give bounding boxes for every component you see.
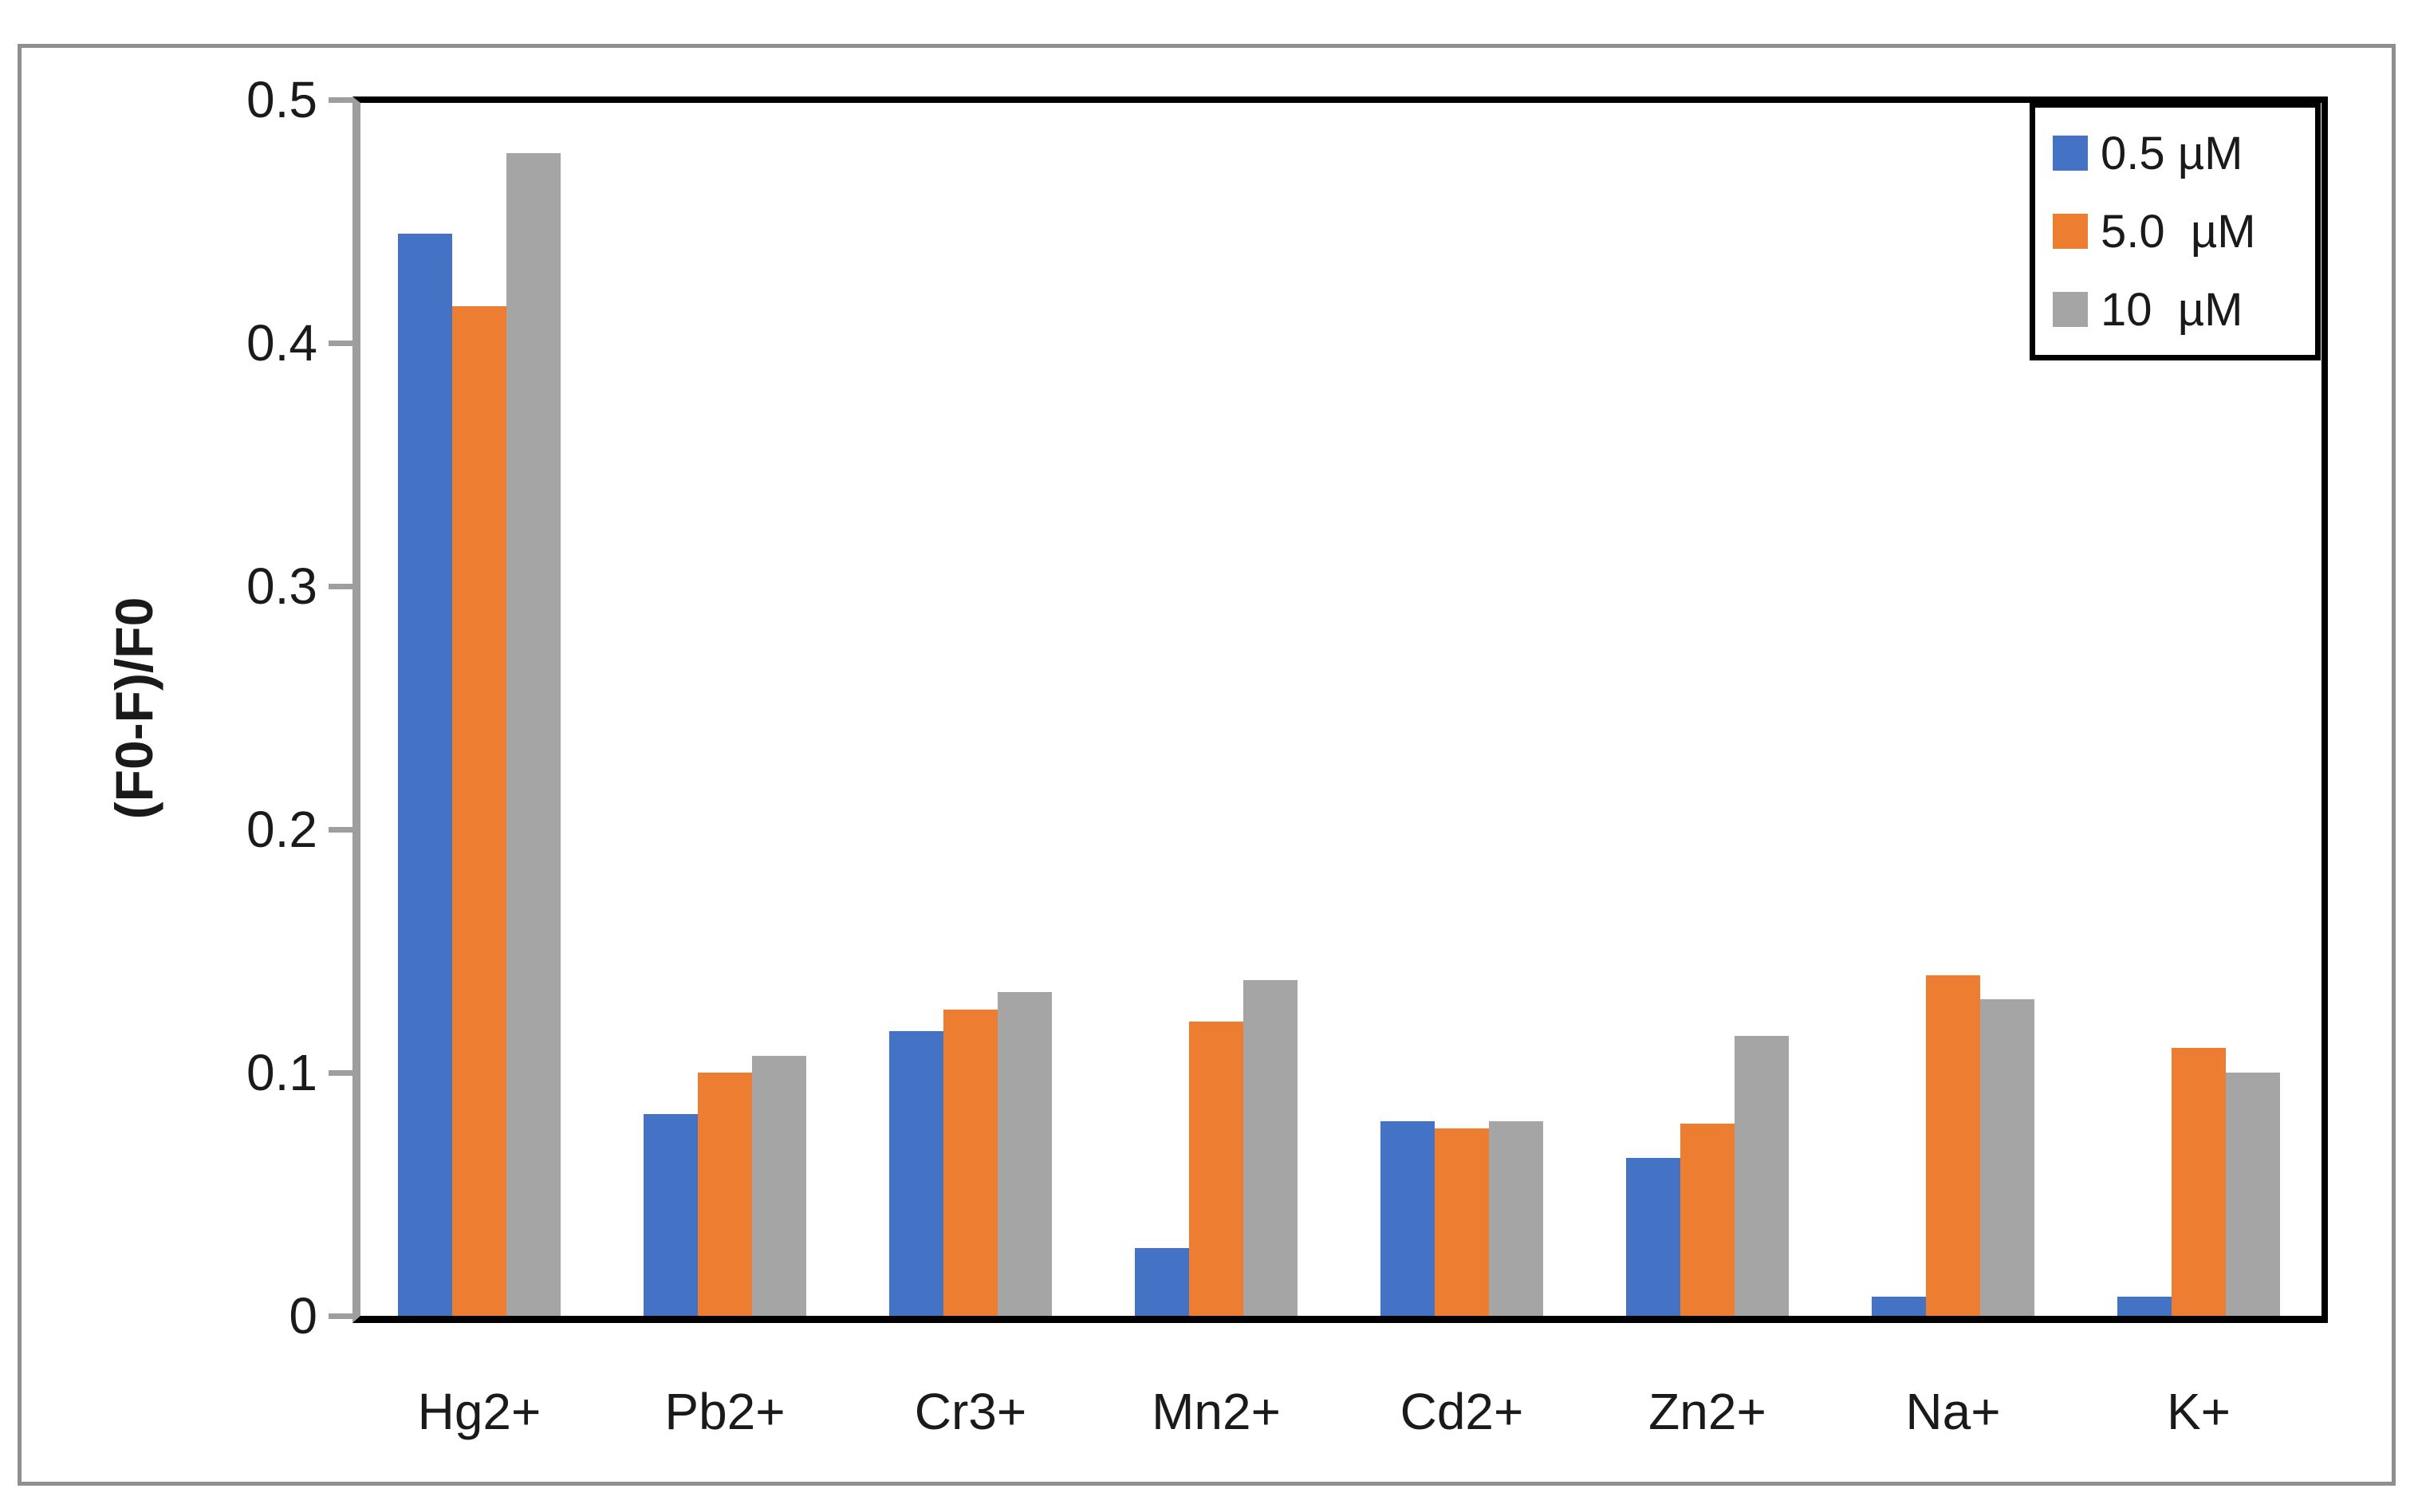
x-tick-label-na: Na+ — [1905, 1383, 2001, 1440]
legend-label-0-5-m: 0.5 µM — [2101, 127, 2243, 179]
x-tick-label-pb2: Pb2+ — [664, 1383, 786, 1440]
y-tick-label-0.4: 0.4 — [246, 314, 317, 372]
bar-na-10-m — [1980, 999, 2034, 1316]
bar-pb2-10-m — [752, 1056, 806, 1316]
bar-pb2-5-0-m — [698, 1073, 752, 1316]
x-tick-label-zn2: Zn2+ — [1648, 1383, 1766, 1440]
y-tick-mark-0.1 — [329, 1069, 354, 1076]
y-axis-title: (F0-F)/F0 — [104, 597, 163, 820]
bar-cr3-5-0-m — [943, 1010, 998, 1316]
bar-zn2-5-0-m — [1680, 1124, 1735, 1316]
bar-k-5-0-m — [2172, 1048, 2226, 1316]
bar-pb2-0-5-m — [644, 1114, 698, 1316]
y-tick-label-0.2: 0.2 — [246, 801, 317, 858]
legend-item-10-m: 10 µM — [2053, 283, 2315, 337]
bar-zn2-10-m — [1735, 1036, 1789, 1316]
x-tick-label-k: K+ — [2166, 1383, 2231, 1440]
y-tick-mark-0.5 — [329, 96, 354, 103]
y-tick-label-0.5: 0.5 — [246, 71, 317, 128]
x-tick-label-hg2: Hg2+ — [417, 1383, 541, 1440]
bar-hg2-10-m — [506, 153, 561, 1316]
x-tick-label-cd2: Cd2+ — [1400, 1383, 1524, 1440]
plot-area — [352, 96, 2328, 1323]
legend-swatch-0-5-m — [2053, 136, 2088, 171]
bar-mn2-0-5-m — [1135, 1248, 1189, 1316]
bar-hg2-5-0-m — [452, 306, 506, 1316]
legend-item-0-5-m: 0.5 µM — [2053, 127, 2315, 180]
legend-item-5-0-m: 5.0 µM — [2053, 205, 2315, 258]
bar-na-0-5-m — [1872, 1297, 1926, 1316]
x-tick-label-mn2: Mn2+ — [1152, 1383, 1281, 1440]
y-tick-mark-0.2 — [329, 826, 354, 833]
bar-k-0-5-m — [2117, 1297, 2172, 1316]
y-tick-label-0.1: 0.1 — [246, 1044, 317, 1101]
y-tick-mark-0.3 — [329, 583, 354, 589]
bar-cd2-10-m — [1489, 1121, 1543, 1316]
bar-cr3-10-m — [998, 992, 1052, 1316]
bar-mn2-10-m — [1243, 980, 1298, 1316]
legend-swatch-5-0-m — [2053, 214, 2088, 249]
bar-mn2-5-0-m — [1189, 1022, 1243, 1316]
y-tick-label-0.3: 0.3 — [246, 557, 317, 615]
y-tick-mark-0 — [329, 1313, 354, 1319]
bar-zn2-0-5-m — [1626, 1158, 1680, 1316]
bar-k-10-m — [2226, 1073, 2280, 1316]
legend-label-10-m: 10 µM — [2101, 283, 2243, 336]
legend-label-5-0-m: 5.0 µM — [2101, 205, 2256, 258]
x-tick-label-cr3: Cr3+ — [914, 1383, 1027, 1440]
bar-hg2-0-5-m — [398, 234, 452, 1316]
y-tick-mark-0.4 — [329, 340, 354, 346]
legend: 0.5 µM 5.0 µM 10 µM — [2030, 102, 2321, 360]
bar-na-5-0-m — [1926, 975, 1980, 1316]
bar-cd2-5-0-m — [1435, 1128, 1489, 1316]
bar-cr3-0-5-m — [889, 1031, 943, 1316]
bar-cd2-0-5-m — [1380, 1121, 1435, 1316]
legend-swatch-10-m — [2053, 292, 2088, 327]
y-tick-label-0: 0 — [289, 1287, 317, 1345]
